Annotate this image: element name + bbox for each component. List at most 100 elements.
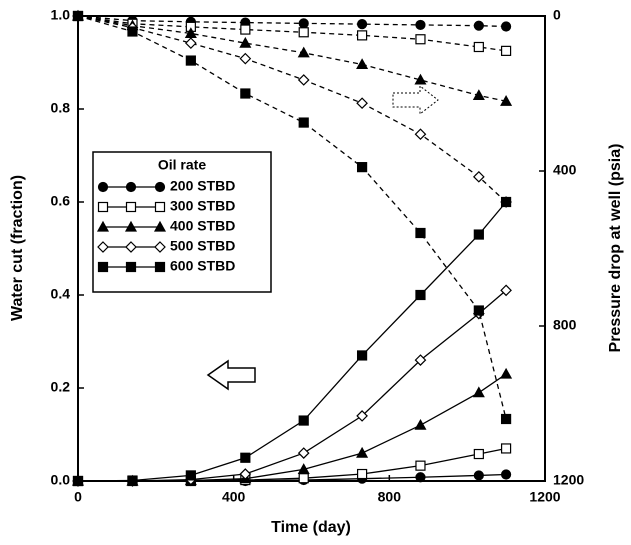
marker — [185, 37, 197, 49]
x-tick-label: 1200 — [529, 489, 560, 505]
marker — [415, 227, 426, 239]
marker — [473, 229, 484, 240]
marker — [97, 201, 109, 213]
y2-tick-label: 800 — [553, 317, 577, 333]
marker — [500, 367, 513, 379]
marker — [239, 52, 252, 65]
marker — [125, 181, 137, 193]
plot-frame — [77, 15, 546, 482]
legend-title: Oil rate — [158, 157, 206, 173]
marker — [239, 36, 252, 48]
legend-label: 500 STBD — [170, 238, 235, 254]
marker — [125, 241, 137, 253]
marker — [96, 220, 110, 232]
marker — [153, 220, 167, 232]
marker — [298, 117, 309, 128]
marker — [356, 446, 369, 458]
marker — [185, 470, 196, 481]
marker — [154, 241, 166, 253]
x-axis-label: Time (day) — [271, 519, 351, 536]
marker — [240, 88, 251, 99]
y-tick-label: 0.4 — [51, 286, 71, 302]
marker — [356, 19, 368, 30]
marker — [500, 21, 512, 32]
x-tick-label: 0 — [74, 489, 82, 505]
marker — [127, 26, 138, 37]
marker — [154, 201, 166, 213]
marker — [500, 284, 512, 297]
marker — [500, 469, 512, 480]
arrow-left — [206, 359, 256, 391]
marker — [473, 448, 484, 460]
marker — [356, 97, 368, 110]
y-tick-label: 0.2 — [51, 379, 71, 395]
marker — [472, 386, 485, 398]
marker — [297, 463, 310, 474]
marker — [500, 95, 513, 106]
y2-tick-label: 400 — [553, 162, 577, 178]
legend-label: 400 STBD — [170, 218, 235, 234]
marker — [500, 196, 512, 208]
marker — [124, 220, 138, 232]
marker — [297, 74, 310, 86]
y2-axis-label: Pressure drop at well (psia) — [607, 144, 624, 353]
marker — [472, 170, 485, 183]
marker — [298, 27, 309, 38]
y2-tick-label: 0 — [553, 7, 561, 23]
marker — [356, 468, 368, 480]
marker — [472, 89, 485, 101]
marker — [240, 24, 251, 35]
marker — [415, 34, 426, 45]
marker — [127, 475, 138, 486]
marker — [356, 30, 368, 41]
y2-tick-label: 1200 — [553, 472, 584, 488]
marker — [473, 41, 484, 53]
y-tick-label: 1.0 — [51, 7, 71, 23]
marker — [415, 19, 426, 31]
marker — [154, 181, 166, 193]
marker — [97, 241, 109, 253]
marker — [415, 472, 426, 483]
arrow-right — [392, 84, 439, 116]
marker — [356, 350, 368, 361]
marker — [185, 55, 196, 66]
marker — [415, 460, 426, 471]
marker — [298, 18, 309, 29]
marker — [240, 452, 251, 463]
y-tick-label: 0.6 — [51, 193, 71, 209]
marker — [125, 201, 137, 213]
marker — [72, 10, 84, 22]
y-axis-label: Water cut (fraction) — [9, 175, 26, 321]
y-tick-label: 0.0 — [51, 472, 71, 488]
marker — [72, 475, 84, 487]
marker — [414, 418, 427, 430]
marker — [473, 20, 484, 31]
marker — [473, 305, 484, 316]
marker — [97, 261, 109, 273]
marker — [500, 443, 512, 454]
marker — [298, 473, 309, 484]
marker — [297, 447, 310, 459]
x-tick-label: 400 — [222, 489, 246, 505]
marker — [356, 58, 369, 70]
marker — [154, 261, 166, 273]
pressure-line — [77, 15, 507, 102]
x-tick-label: 800 — [378, 489, 402, 505]
legend-label: 600 STBD — [170, 258, 235, 274]
water-cut-line — [78, 289, 507, 482]
marker — [298, 415, 309, 426]
legend-box — [92, 151, 272, 293]
marker — [414, 354, 427, 366]
marker — [500, 45, 512, 56]
marker — [414, 128, 427, 141]
legend-label: 200 STBD — [170, 178, 235, 194]
legend-label: 300 STBD — [170, 198, 235, 214]
marker — [97, 181, 109, 193]
marker — [297, 46, 310, 58]
y-tick-label: 0.8 — [51, 100, 71, 116]
marker — [239, 468, 252, 480]
marker — [356, 410, 368, 422]
